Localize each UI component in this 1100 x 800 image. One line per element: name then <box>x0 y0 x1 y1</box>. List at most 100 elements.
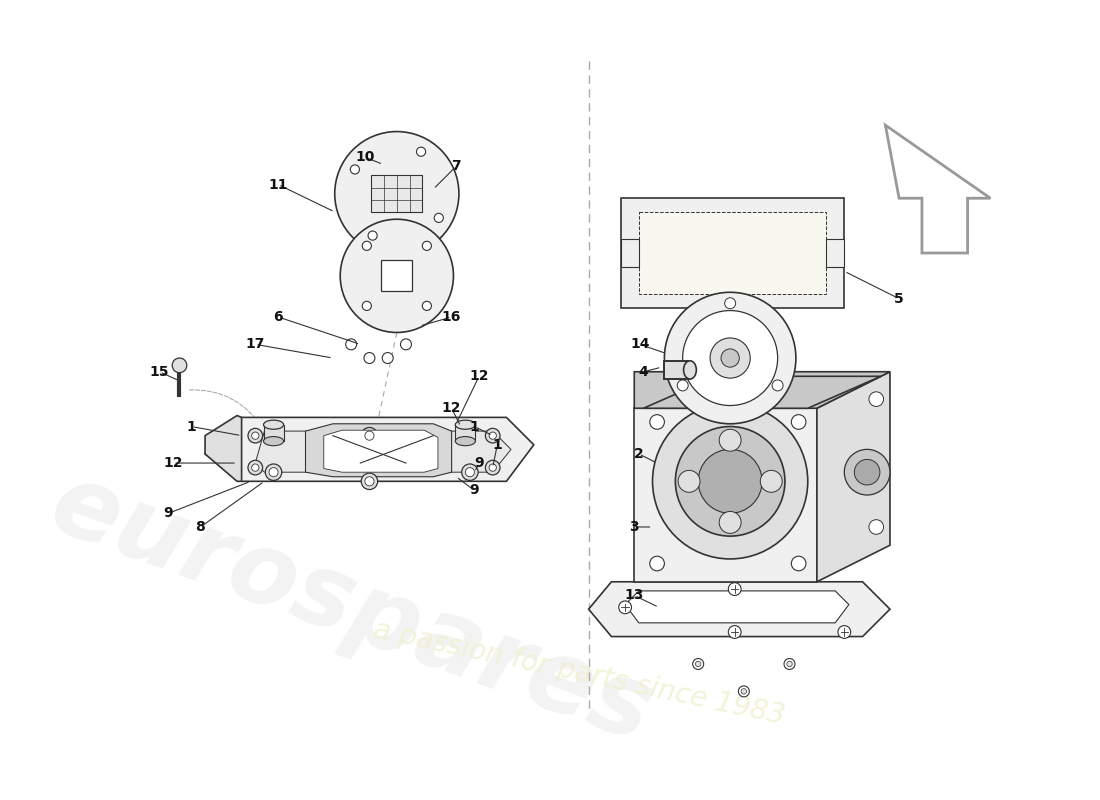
Circle shape <box>422 302 431 310</box>
Polygon shape <box>644 376 881 408</box>
Circle shape <box>265 464 282 481</box>
Circle shape <box>719 511 741 534</box>
Text: 12: 12 <box>470 370 488 383</box>
Circle shape <box>462 464 478 481</box>
Circle shape <box>248 428 263 443</box>
Circle shape <box>252 464 258 471</box>
Text: 1: 1 <box>187 419 196 434</box>
Text: 12: 12 <box>442 402 461 415</box>
Circle shape <box>719 430 741 451</box>
Text: 16: 16 <box>442 310 461 324</box>
Circle shape <box>365 431 374 440</box>
Polygon shape <box>264 425 284 441</box>
Circle shape <box>869 392 883 406</box>
Polygon shape <box>588 582 890 637</box>
Text: 17: 17 <box>245 338 265 351</box>
Text: 8: 8 <box>196 520 206 534</box>
Circle shape <box>791 414 806 430</box>
Text: 9: 9 <box>470 483 480 498</box>
Text: 9: 9 <box>474 456 484 470</box>
Polygon shape <box>455 425 475 441</box>
Ellipse shape <box>264 420 284 430</box>
Circle shape <box>720 349 739 367</box>
FancyBboxPatch shape <box>382 260 412 291</box>
Text: 12: 12 <box>163 456 183 470</box>
Circle shape <box>772 380 783 391</box>
Circle shape <box>791 556 806 571</box>
Circle shape <box>678 380 689 391</box>
Circle shape <box>845 450 890 495</box>
Circle shape <box>693 658 704 670</box>
Circle shape <box>869 520 883 534</box>
Polygon shape <box>664 361 690 379</box>
Polygon shape <box>826 239 845 266</box>
Circle shape <box>738 686 749 697</box>
Circle shape <box>728 626 741 638</box>
Text: 3: 3 <box>629 520 639 534</box>
Circle shape <box>364 353 375 363</box>
Circle shape <box>368 231 377 240</box>
Polygon shape <box>306 424 452 477</box>
Polygon shape <box>886 125 990 253</box>
Circle shape <box>698 450 762 514</box>
Circle shape <box>434 214 443 222</box>
Circle shape <box>683 310 778 406</box>
Circle shape <box>361 427 377 444</box>
Circle shape <box>362 302 372 310</box>
Circle shape <box>361 473 377 490</box>
Circle shape <box>340 219 453 333</box>
Polygon shape <box>639 212 826 294</box>
Circle shape <box>422 242 431 250</box>
Circle shape <box>465 468 474 477</box>
Circle shape <box>784 658 795 670</box>
Circle shape <box>675 426 785 536</box>
Circle shape <box>350 165 360 174</box>
Circle shape <box>485 460 501 475</box>
Text: 6: 6 <box>273 310 283 324</box>
Text: 1: 1 <box>493 438 503 452</box>
Polygon shape <box>323 430 438 472</box>
Circle shape <box>650 414 664 430</box>
Circle shape <box>485 428 501 443</box>
Circle shape <box>252 432 258 439</box>
Circle shape <box>664 292 796 424</box>
Circle shape <box>711 338 750 378</box>
Circle shape <box>760 470 782 492</box>
Circle shape <box>270 468 278 477</box>
Circle shape <box>400 339 411 350</box>
Circle shape <box>334 131 459 256</box>
Text: 10: 10 <box>355 150 375 164</box>
FancyBboxPatch shape <box>372 175 422 212</box>
Circle shape <box>786 662 792 666</box>
Circle shape <box>490 432 496 439</box>
Circle shape <box>173 358 187 373</box>
Ellipse shape <box>455 420 475 430</box>
Text: 1: 1 <box>470 419 480 434</box>
Circle shape <box>365 477 374 486</box>
Circle shape <box>725 298 736 309</box>
Circle shape <box>652 404 807 559</box>
Text: 9: 9 <box>164 506 174 520</box>
Polygon shape <box>205 418 534 482</box>
Polygon shape <box>625 591 849 623</box>
Text: 2: 2 <box>634 447 643 461</box>
Circle shape <box>362 242 372 250</box>
Text: 15: 15 <box>150 365 169 378</box>
Circle shape <box>855 459 880 485</box>
Circle shape <box>728 582 741 595</box>
Circle shape <box>248 460 263 475</box>
Circle shape <box>490 464 496 471</box>
Text: 7: 7 <box>451 159 461 174</box>
Circle shape <box>741 689 747 694</box>
Text: 11: 11 <box>268 178 288 191</box>
Circle shape <box>345 339 356 350</box>
Circle shape <box>618 601 631 614</box>
Ellipse shape <box>455 437 475 446</box>
Polygon shape <box>817 372 890 582</box>
Circle shape <box>838 626 850 638</box>
Text: 13: 13 <box>625 589 644 602</box>
Polygon shape <box>620 239 639 266</box>
Circle shape <box>678 470 700 492</box>
Circle shape <box>650 556 664 571</box>
Polygon shape <box>635 408 817 582</box>
